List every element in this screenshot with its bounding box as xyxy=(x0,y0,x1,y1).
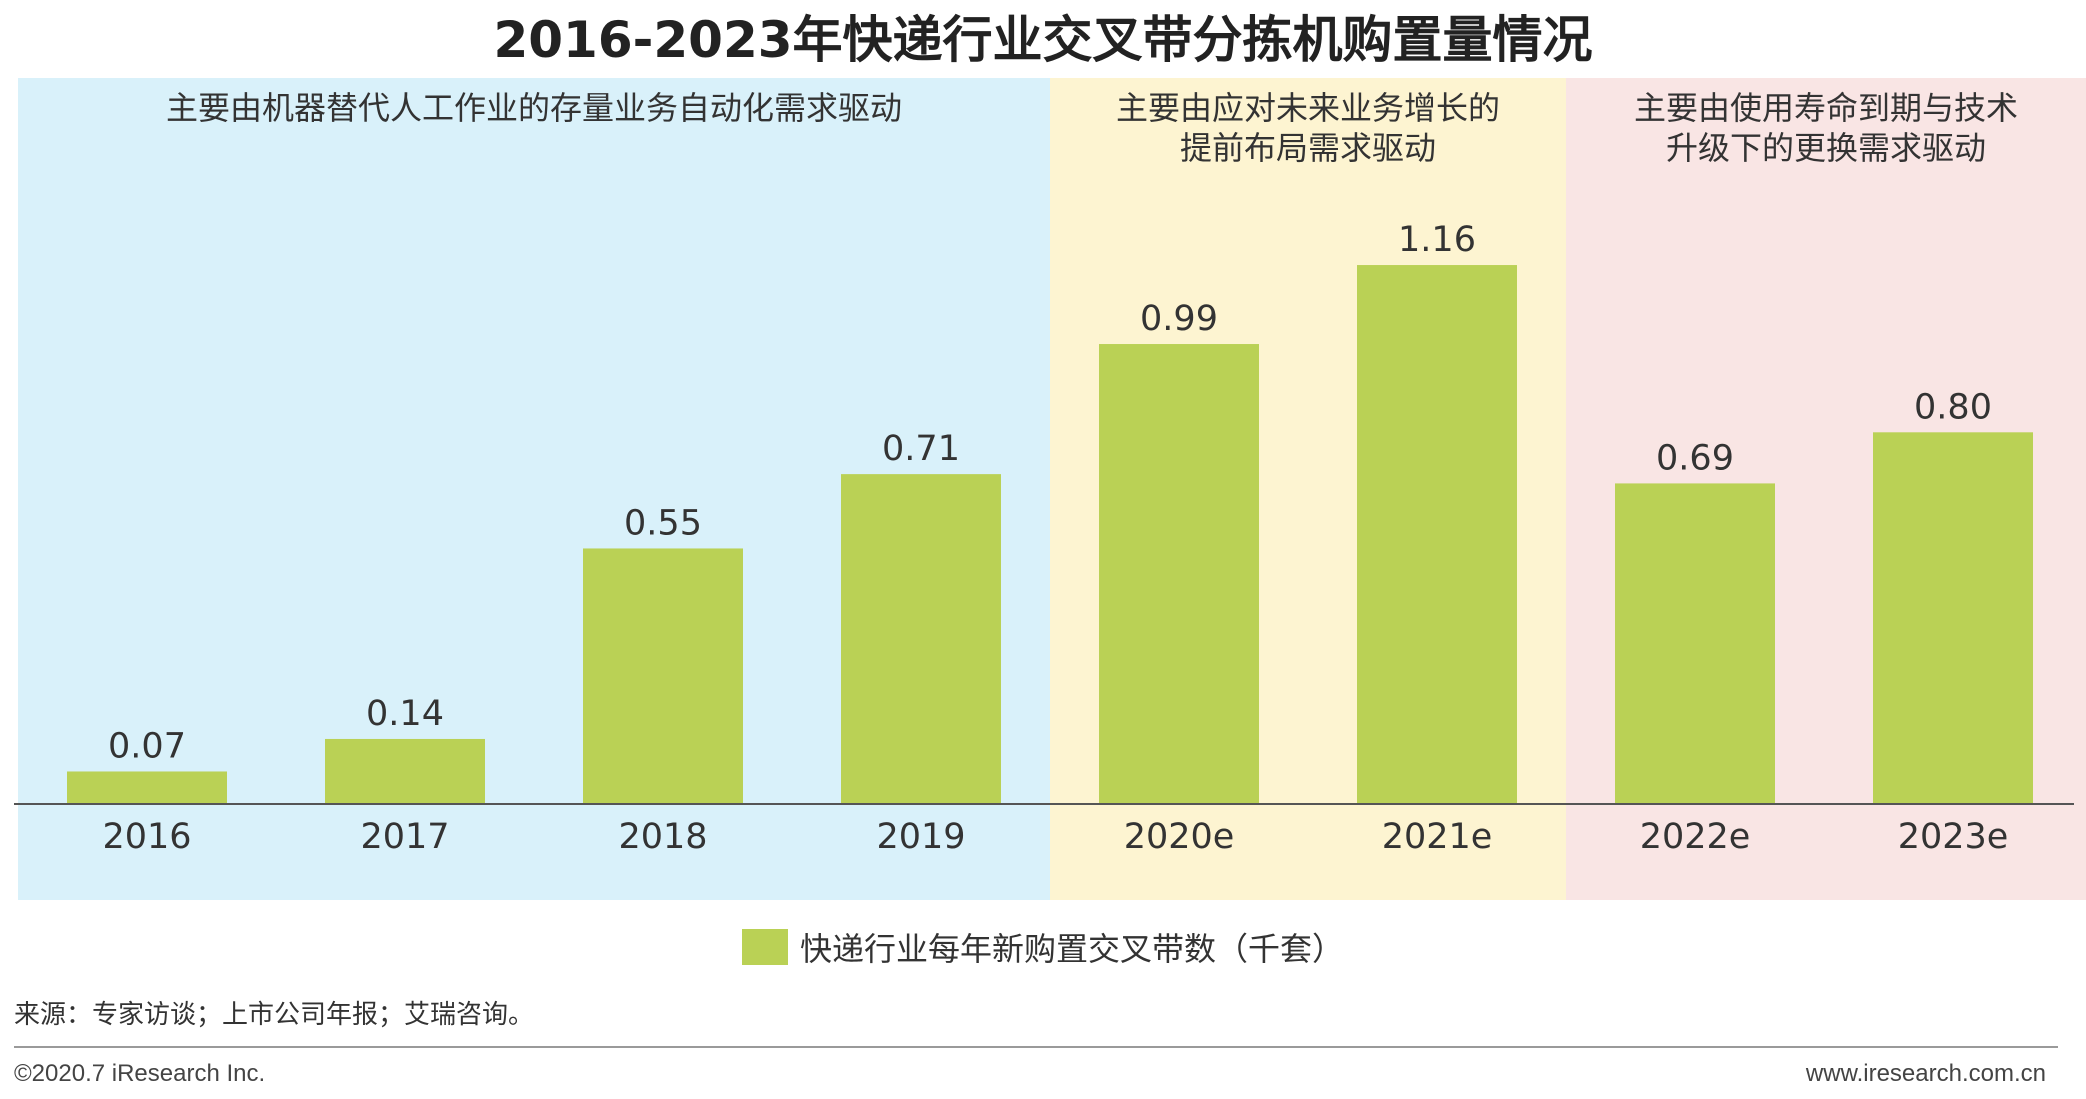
data-label-2019: 0.71 xyxy=(882,429,960,469)
bar-2020e xyxy=(1099,344,1259,804)
data-label-2023e: 0.80 xyxy=(1914,387,1992,427)
bar-2023e xyxy=(1873,432,2033,804)
x-tick-2021e: 2021e xyxy=(1382,817,1493,857)
legend-label: 快递行业每年新购置交叉带数（千套） xyxy=(799,930,1344,968)
data-label-2021e: 1.16 xyxy=(1398,220,1476,260)
band-label-replacement-line2: 升级下的更换需求驱动 xyxy=(1665,129,1986,167)
band-label-replacement-line1: 主要由使用寿命到期与技术 xyxy=(1633,89,2018,127)
x-tick-2020e: 2020e xyxy=(1124,817,1235,857)
x-tick-2016: 2016 xyxy=(102,817,191,857)
x-tick-2023e: 2023e xyxy=(1898,817,2009,857)
data-label-2016: 0.07 xyxy=(108,726,186,766)
band-label-growth-line1: 主要由应对未来业务增长的 xyxy=(1115,89,1500,127)
x-tick-2019: 2019 xyxy=(876,817,965,857)
website: www.iresearch.com.cn xyxy=(1805,1060,2046,1087)
bar-2021e xyxy=(1357,265,1517,804)
bar-2017 xyxy=(325,738,485,804)
x-tick-2018: 2018 xyxy=(618,817,707,857)
x-tick-2017: 2017 xyxy=(360,817,449,857)
chart-title: 2016-2023年快递行业交叉带分拣机购置量情况 xyxy=(493,11,1593,69)
x-tick-2022e: 2022e xyxy=(1640,817,1751,857)
data-label-2022e: 0.69 xyxy=(1656,438,1734,478)
source-note: 来源：专家访谈；上市公司年报；艾瑞咨询。 xyxy=(14,1000,535,1030)
band-label-growth: 主要由应对未来业务增长的 提前布局需求驱动 xyxy=(1050,88,1566,168)
data-label-2017: 0.14 xyxy=(366,694,444,734)
band-label-automation: 主要由机器替代人工作业的存量业务自动化需求驱动 xyxy=(165,89,902,127)
footer-divider xyxy=(14,1046,2058,1048)
data-label-2018: 0.55 xyxy=(624,503,702,543)
copyright: ©2020.7 iResearch Inc. xyxy=(14,1060,266,1087)
legend: 快递行业每年新购置交叉带数（千套） xyxy=(0,924,2086,970)
data-label-2020e: 0.99 xyxy=(1140,299,1218,339)
bar-2022e xyxy=(1615,483,1775,804)
bar-2019 xyxy=(841,474,1001,804)
legend-swatch xyxy=(741,929,788,965)
bar-chart: 0.07 2016 0.14 2017 0.55 2018 0.71 2019 0.99 2020… xyxy=(14,220,2074,857)
band-label-growth-line2: 提前布局需求驱动 xyxy=(1179,129,1436,167)
bar-2018 xyxy=(583,548,743,804)
bar-2016 xyxy=(67,771,227,804)
band-label-replacement: 主要由使用寿命到期与技术 升级下的更换需求驱动 xyxy=(1566,88,2086,168)
